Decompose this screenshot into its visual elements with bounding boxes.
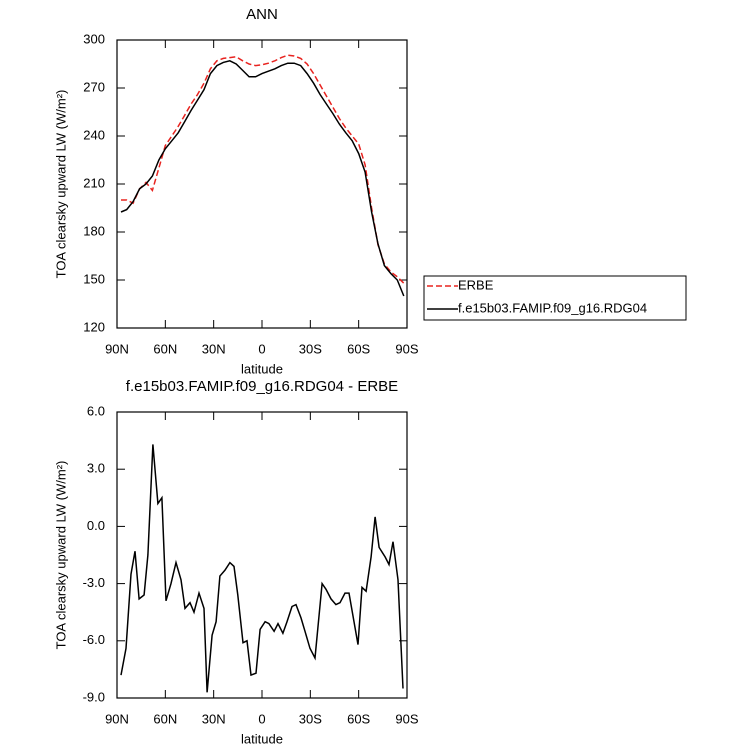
y-tick-label: 0.0	[87, 518, 105, 533]
x-tick-label: 90S	[395, 341, 418, 356]
x-tick-label: 60S	[347, 711, 370, 726]
chart-title: f.e15b03.FAMIP.f09_g16.RDG04 - ERBE	[126, 378, 398, 395]
plot-frame	[116, 411, 408, 699]
x-tick-label: 0	[258, 711, 265, 726]
x-tick-label: 30N	[202, 341, 226, 356]
legend-label: f.e15b03.FAMIP.f09_g16.RDG04	[458, 300, 647, 315]
x-axis-label: latitude	[241, 731, 283, 746]
x-tick-label: 60N	[153, 711, 177, 726]
data-line	[120, 60, 405, 297]
y-tick-label: 6.0	[87, 403, 105, 418]
plot-frame	[116, 39, 408, 329]
y-axis-label: TOA clearsky upward LW (W/m²)	[53, 461, 68, 650]
y-tick-label: 180	[83, 223, 105, 238]
y-tick-label: 300	[83, 31, 105, 46]
x-tick-label: 90N	[105, 341, 129, 356]
x-tick-label: 30S	[299, 341, 322, 356]
data-line	[121, 54, 405, 284]
x-tick-label: 90N	[105, 711, 129, 726]
y-tick-label: 120	[83, 319, 105, 334]
y-tick-label: 150	[83, 271, 105, 286]
y-axis-label: TOA clearsky upward LW (W/m²)	[53, 90, 68, 279]
y-tick-label: 3.0	[87, 461, 105, 476]
legend-label: ERBE	[458, 277, 494, 292]
y-tick-label: 210	[83, 175, 105, 190]
data-line	[120, 444, 404, 693]
y-tick-label: -3.0	[83, 575, 105, 590]
legend-box	[423, 275, 687, 321]
y-tick-label: 240	[83, 127, 105, 142]
chart-title: ANN	[246, 6, 278, 23]
x-tick-label: 0	[258, 341, 265, 356]
y-tick-label: 270	[83, 79, 105, 94]
x-axis-label: latitude	[241, 361, 283, 376]
y-tick-label: -6.0	[83, 632, 105, 647]
y-tick-label: -9.0	[83, 689, 105, 704]
x-tick-label: 30N	[202, 711, 226, 726]
x-tick-label: 90S	[395, 711, 418, 726]
x-tick-label: 60N	[153, 341, 177, 356]
x-tick-label: 60S	[347, 341, 370, 356]
x-tick-label: 30S	[299, 711, 322, 726]
